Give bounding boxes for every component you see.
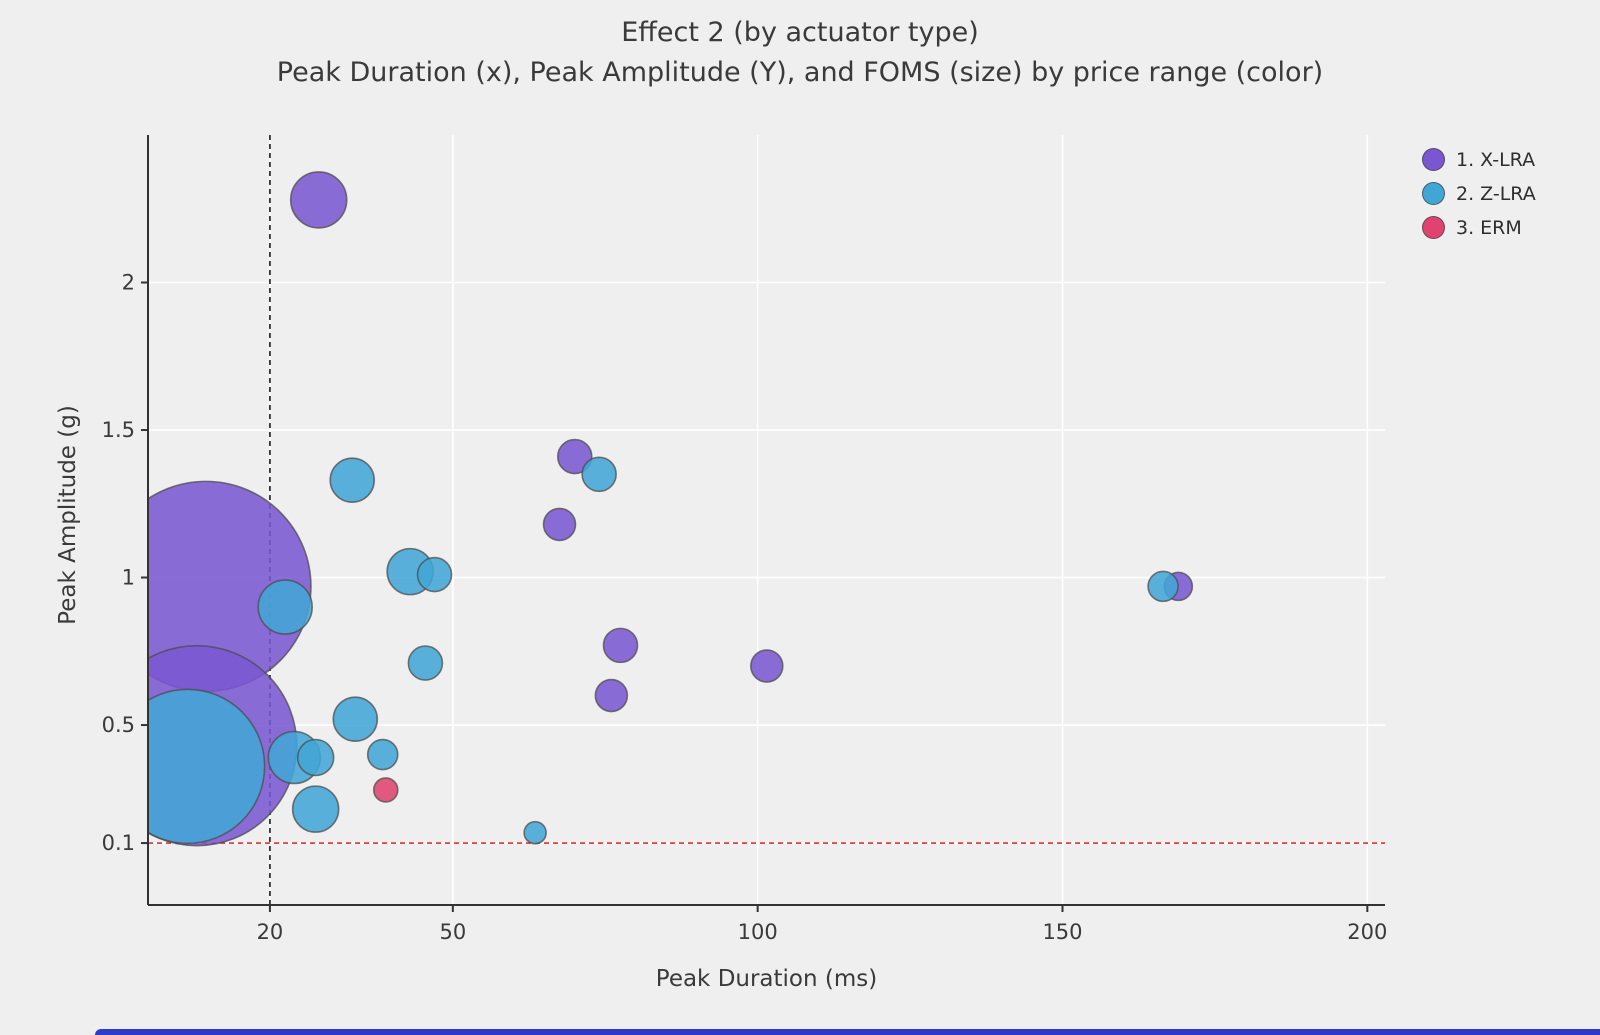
bubble-2-z-lra[interactable] — [581, 456, 617, 493]
legend-label: 3. ERM — [1456, 216, 1522, 239]
legend-item-2-z-lra[interactable]: 2. Z-LRA — [1422, 182, 1536, 205]
bubble-1-x-lra[interactable] — [542, 507, 577, 542]
x-tick-label: 100 — [738, 920, 778, 944]
bubble-3-erm[interactable] — [372, 777, 399, 803]
legend: 1. X-LRA 2. Z-LRA 3. ERM — [1422, 148, 1536, 239]
bubble-2-z-lra[interactable] — [416, 556, 453, 593]
bubble-2-z-lra[interactable] — [296, 738, 335, 777]
legend-item-3-erm[interactable]: 3. ERM — [1422, 216, 1536, 239]
y-tick-label: 1.5 — [102, 418, 135, 442]
legend-swatch-icon — [1422, 216, 1445, 239]
x-tick-label: 150 — [1042, 920, 1082, 944]
y-axis-title: Peak Amplitude (g) — [55, 405, 81, 625]
bubble-2-z-lra[interactable] — [329, 457, 376, 503]
bubble-1-x-lra[interactable] — [750, 649, 784, 683]
bubble-2-z-lra[interactable] — [366, 738, 399, 771]
x-tick-label: 200 — [1347, 920, 1387, 944]
legend-label: 2. Z-LRA — [1456, 182, 1536, 205]
x-axis-title: Peak Duration (ms) — [655, 966, 878, 992]
axes: 20 50 100 150 200 0.1 0.5 1 1.5 2 — [102, 135, 1387, 944]
gridlines — [148, 135, 1385, 905]
bubble-2-z-lra[interactable] — [111, 688, 266, 845]
legend-swatch-icon — [1422, 148, 1445, 171]
y-tick-label: 1 — [122, 566, 135, 590]
bubble-2-z-lra[interactable] — [407, 645, 444, 681]
bubble-2-z-lra[interactable] — [1147, 570, 1179, 603]
y-tick-label: 0.1 — [102, 831, 135, 855]
y-tick-label: 0.5 — [102, 713, 135, 737]
legend-swatch-icon — [1422, 182, 1445, 205]
bubble-1-x-lra[interactable] — [289, 171, 348, 229]
legend-label: 1. X-LRA — [1456, 148, 1536, 171]
bubble-2-z-lra[interactable] — [523, 820, 547, 845]
bubble-1-x-lra[interactable] — [556, 438, 593, 475]
bubble-1-x-lra[interactable] — [602, 627, 639, 664]
x-tick-label: 20 — [257, 920, 284, 944]
bubble-1-x-lra[interactable] — [594, 678, 629, 713]
x-tick-label: 50 — [439, 920, 466, 944]
title-block: Effect 2 (by actuator type) Peak Duratio… — [0, 16, 1600, 90]
bubble-2-z-lra[interactable] — [332, 696, 379, 742]
legend-item-1-x-lra[interactable]: 1. X-LRA — [1422, 148, 1536, 171]
bubble-2-z-lra[interactable] — [257, 579, 313, 635]
bubble-2-z-lra[interactable] — [291, 785, 340, 833]
chart-subtitle: Peak Duration (x), Peak Amplitude (Y), a… — [276, 57, 1324, 88]
y-tick-label: 2 — [122, 271, 135, 295]
bottom-window-edge — [95, 1029, 1600, 1035]
bubble-layer — [111, 171, 1194, 847]
reference-lines — [148, 135, 1385, 905]
chart-title: Effect 2 (by actuator type) — [621, 17, 979, 48]
